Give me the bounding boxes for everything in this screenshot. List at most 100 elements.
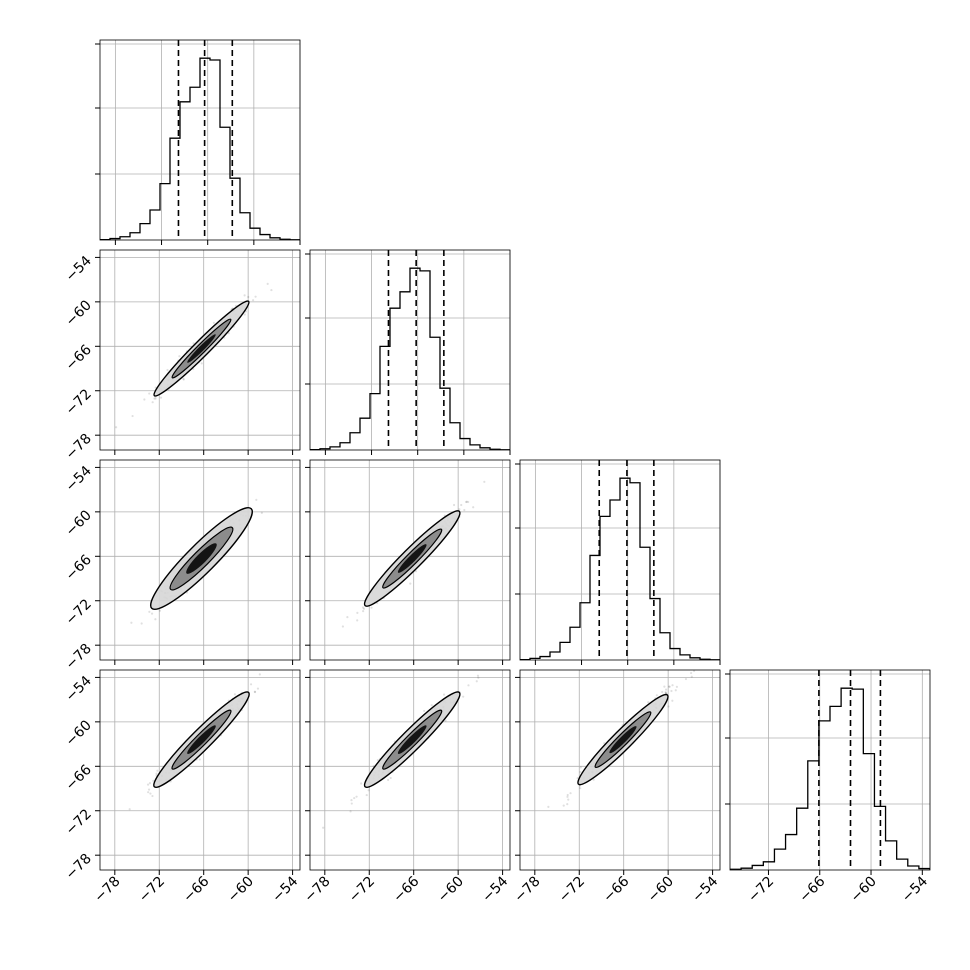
scatter-point bbox=[569, 792, 572, 795]
x-tick-label: −78 bbox=[91, 874, 123, 906]
scatter-point bbox=[444, 719, 447, 722]
panel-1-1 bbox=[305, 249, 511, 455]
y-tick-label: −66 bbox=[63, 342, 95, 374]
scatter-point bbox=[356, 611, 359, 614]
scatter-point bbox=[430, 704, 433, 707]
panel-frame bbox=[99, 249, 301, 451]
x-tick-label: −54 bbox=[899, 873, 931, 905]
scatter-point bbox=[467, 500, 470, 504]
scatter-point bbox=[690, 675, 693, 678]
contour-core bbox=[187, 725, 216, 754]
scatter-point bbox=[576, 777, 579, 780]
y-tick-label: −72 bbox=[63, 596, 95, 628]
scatter-point bbox=[566, 795, 569, 798]
scatter-point bbox=[476, 674, 480, 677]
scatter-point bbox=[361, 606, 365, 609]
scatter-point bbox=[253, 690, 257, 693]
scatter-point bbox=[182, 377, 185, 380]
scatter-point bbox=[668, 685, 671, 688]
scatter-point bbox=[387, 778, 390, 782]
x-tick-label: −60 bbox=[645, 874, 677, 906]
scatter-point bbox=[664, 692, 668, 695]
scatter-point bbox=[149, 792, 152, 795]
contour-core bbox=[397, 544, 427, 573]
scatter-point bbox=[667, 705, 670, 708]
scatter-point bbox=[115, 426, 118, 429]
x-tick-label: −60 bbox=[848, 874, 880, 906]
x-tick-label: −66 bbox=[390, 873, 422, 905]
scatter-point bbox=[566, 793, 569, 797]
scatter-point bbox=[567, 798, 570, 801]
scatter-point bbox=[254, 295, 257, 298]
scatter-point bbox=[463, 508, 466, 512]
scatter-point bbox=[684, 677, 688, 681]
scatter-point bbox=[130, 621, 133, 624]
scatter-point bbox=[147, 788, 151, 791]
panel-frame bbox=[309, 249, 511, 451]
scatter-point bbox=[442, 693, 446, 696]
scatter-point bbox=[692, 670, 696, 672]
scatter-point bbox=[475, 680, 478, 683]
scatter-point bbox=[146, 783, 150, 786]
y-tick-label: −54 bbox=[63, 463, 95, 495]
scatter-point bbox=[143, 398, 146, 401]
y-tick-label: −60 bbox=[63, 717, 95, 749]
panel-2-2 bbox=[515, 459, 721, 665]
scatter-point bbox=[367, 789, 370, 792]
y-tick-label: −54 bbox=[63, 253, 95, 285]
scatter-point bbox=[243, 313, 246, 316]
y-tick-label: −66 bbox=[63, 762, 95, 794]
scatter-point bbox=[166, 368, 169, 372]
x-tick-label: −54 bbox=[689, 873, 721, 905]
panel-3-0: −78 −72 −66 −60 −54 −78 −72 −66 −60 −54 bbox=[63, 669, 301, 906]
scatter-point bbox=[467, 684, 470, 687]
y-tick-label: −78 bbox=[63, 851, 95, 883]
scatter-point bbox=[674, 689, 677, 692]
x-tick-label: −54 bbox=[269, 873, 301, 905]
y-tick-label: −72 bbox=[63, 386, 95, 418]
scatter-point bbox=[255, 498, 258, 501]
scatter-point bbox=[353, 796, 356, 800]
scatter-point bbox=[370, 606, 373, 609]
panel-frame bbox=[99, 39, 301, 241]
x-tick-label: −72 bbox=[556, 874, 588, 906]
x-tick-label: −66 bbox=[180, 873, 212, 905]
scatter-point bbox=[355, 795, 358, 798]
panel-frame bbox=[309, 459, 511, 661]
scatter-point bbox=[128, 808, 131, 811]
histogram-step-line bbox=[730, 687, 930, 870]
scatter-point bbox=[350, 802, 353, 805]
scatter-point bbox=[148, 610, 151, 613]
scatter-point bbox=[249, 683, 253, 686]
panel-frame bbox=[309, 669, 511, 871]
panel-3-3: −72 −66 −60 −54 bbox=[725, 669, 931, 906]
scatter-point bbox=[147, 791, 150, 794]
x-tick-label: −66 bbox=[600, 873, 632, 905]
y-tick-label: −72 bbox=[63, 806, 95, 838]
scatter-point bbox=[233, 693, 237, 696]
scatter-point bbox=[158, 609, 162, 612]
scatter-point bbox=[341, 625, 344, 628]
scatter-point bbox=[151, 794, 154, 798]
contour-core bbox=[609, 726, 637, 754]
scatter-point bbox=[346, 616, 349, 619]
scatter-point bbox=[460, 503, 463, 507]
scatter-point bbox=[661, 690, 664, 694]
scatter-point bbox=[675, 685, 678, 688]
scatter-point bbox=[251, 299, 255, 302]
scatter-point bbox=[150, 612, 154, 615]
scatter-point bbox=[362, 610, 365, 613]
scatter-point bbox=[350, 799, 353, 802]
scatter-point bbox=[356, 619, 359, 622]
scatter-point bbox=[579, 786, 582, 790]
scatter-point bbox=[465, 500, 468, 503]
scatter-point bbox=[414, 570, 418, 573]
scatter-point bbox=[198, 758, 201, 761]
scatter-point bbox=[472, 506, 475, 509]
x-tick-label: −60 bbox=[225, 874, 257, 906]
histogram-step-line bbox=[310, 267, 510, 450]
scatter-point bbox=[664, 692, 667, 695]
histogram-step-line bbox=[520, 477, 720, 660]
scatter-point bbox=[655, 694, 658, 697]
